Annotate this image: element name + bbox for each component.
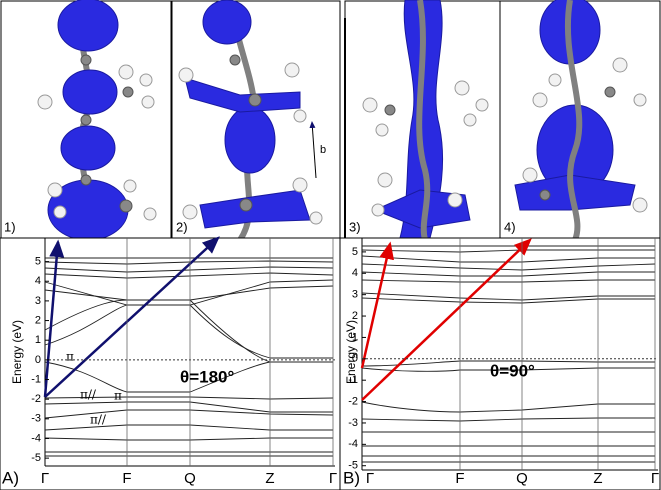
- arrow: [361, 238, 532, 401]
- angle-label: θ=180°: [180, 367, 234, 386]
- y-tick-label: -4: [31, 432, 41, 444]
- x-tick-label: Γ: [366, 470, 374, 487]
- y-axis-label: Energy (eV): [344, 320, 358, 384]
- band-label: π//: [90, 413, 107, 427]
- x-tick-label: Z: [265, 470, 274, 487]
- y-tick-label: 0: [35, 354, 41, 366]
- panel-label: B): [343, 468, 360, 487]
- image-label: 3): [349, 219, 361, 234]
- band-label: π//: [80, 388, 97, 402]
- vector-label: b: [320, 144, 326, 156]
- x-tick-label: F: [122, 470, 131, 487]
- y-tick-label: 2: [352, 310, 358, 322]
- y-tick-label: -2: [31, 393, 41, 405]
- x-tick-label: Q: [184, 470, 196, 487]
- y-tick-label: -4: [348, 438, 358, 450]
- panel-label: A): [2, 468, 19, 487]
- x-tick-label: Z: [593, 470, 602, 487]
- y-tick-label: 3: [35, 295, 41, 307]
- orbital-image: [499, 0, 661, 242]
- x-tick-label: F: [455, 470, 464, 487]
- band-label: π: [114, 389, 122, 403]
- image-label: 1): [4, 219, 16, 234]
- y-tick-label: 0: [352, 353, 358, 365]
- arrow: [360, 241, 395, 369]
- arrow: [43, 239, 65, 398]
- y-tick-label: -3: [348, 417, 358, 429]
- orbital-image: [171, 0, 341, 242]
- y-axis-label: Energy (eV): [10, 320, 24, 384]
- y-tick-label: 2: [35, 314, 41, 326]
- x-tick-label: Γ: [651, 470, 659, 487]
- arrow: [44, 236, 220, 398]
- y-tick-label: 1: [352, 331, 358, 343]
- orbital-image: [0, 0, 172, 242]
- image-label: 4): [504, 219, 516, 234]
- y-tick-label: -1: [348, 374, 358, 386]
- x-tick-label: Γ: [329, 470, 337, 487]
- y-tick-label: -2: [348, 395, 358, 407]
- angle-label: θ=90°: [490, 361, 535, 380]
- y-tick-label: 4: [352, 267, 358, 279]
- y-tick-label: 3: [352, 289, 358, 301]
- y-tick-label: 5: [352, 246, 358, 258]
- x-tick-label: Q: [516, 470, 528, 487]
- y-tick-label: 1: [35, 334, 41, 346]
- orbital-image: [344, 0, 501, 241]
- image-label: 2): [176, 219, 188, 234]
- y-tick-label: 4: [35, 275, 41, 287]
- x-tick-label: Γ: [41, 470, 49, 487]
- y-tick-label: -5: [31, 452, 41, 464]
- y-tick-label: -3: [31, 413, 41, 425]
- band-label: π: [66, 350, 74, 364]
- y-tick-label: -1: [31, 373, 41, 385]
- y-tick-label: -5: [348, 460, 358, 472]
- y-tick-label: 5: [35, 255, 41, 267]
